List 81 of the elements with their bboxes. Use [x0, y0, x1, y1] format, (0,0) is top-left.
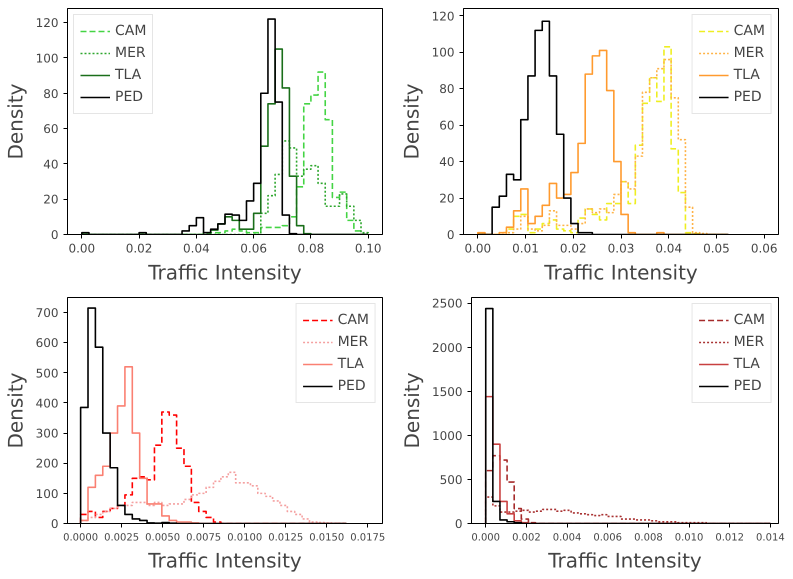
x-tick-label: 0.0050 — [145, 532, 180, 544]
x-tick-label: 0.00 — [464, 242, 492, 256]
legend-label: TLA — [734, 67, 760, 83]
x-axis-title: Traffic Intensity — [543, 260, 698, 284]
y-tick-label: 2000 — [432, 340, 463, 355]
y-tick-label: 20 — [43, 192, 59, 207]
x-axis-title: Traffic Intensity — [547, 548, 702, 572]
x-tick-label: 0.014 — [756, 532, 785, 544]
x-tick-label: 0.01 — [512, 242, 539, 256]
x-tick-label: 0.0175 — [350, 532, 386, 544]
x-tick-label: 0.00 — [68, 242, 96, 256]
x-tick-label: 0.0125 — [268, 532, 304, 544]
y-tick-label: 120 — [432, 9, 454, 24]
x-tick-label: 0.0100 — [227, 532, 262, 544]
legend-label: PED — [338, 378, 366, 394]
x-tick-label: 0.05 — [703, 242, 730, 256]
y-tick-label: 120 — [36, 16, 58, 30]
x-tick-label: 0.006 — [593, 532, 622, 544]
x-tick-label: 0.012 — [715, 532, 744, 544]
legend-label: CAM — [734, 312, 765, 328]
x-tick-label: 0.03 — [608, 242, 634, 256]
legend-label: MER — [734, 45, 764, 61]
legend-label: PED — [115, 89, 144, 105]
y-tick-label: 80 — [43, 86, 59, 101]
y-tick-label: 1500 — [432, 384, 463, 399]
x-tick-label: 0.010 — [674, 532, 704, 544]
y-tick-label: 40 — [43, 157, 59, 172]
y-tick-label: 0 — [50, 228, 59, 242]
x-tick-label: 0.04 — [655, 242, 682, 256]
legend-label: MER — [115, 45, 146, 61]
y-axis-title: Density — [400, 372, 424, 449]
y-tick-label: 20 — [439, 192, 455, 206]
y-tick-label: 500 — [440, 472, 462, 487]
x-tick-label: 0.08 — [298, 242, 324, 256]
x-tick-label: 0.0000 — [63, 532, 98, 544]
y-tick-label: 700 — [36, 306, 58, 320]
y-tick-label: 80 — [439, 82, 455, 96]
y-tick-label: 100 — [36, 486, 58, 501]
y-tick-label: 40 — [439, 155, 455, 170]
y-tick-label: 2500 — [432, 296, 463, 311]
legend-label: TLA — [734, 356, 760, 372]
y-tick-label: 600 — [36, 336, 58, 350]
y-tick-label: 100 — [36, 51, 58, 66]
x-axis-title: Traffic Intensity — [147, 260, 302, 284]
y-tick-label: 300 — [36, 426, 58, 441]
legend-label: CAM — [338, 312, 369, 328]
y-tick-label: 200 — [36, 456, 58, 471]
x-tick-label: 0.008 — [634, 532, 663, 544]
y-tick-label: 0 — [50, 517, 59, 531]
legend-label: PED — [734, 378, 762, 394]
legend-label: MER — [734, 334, 764, 350]
x-tick-label: 0.02 — [126, 242, 152, 256]
legend-label: MER — [338, 334, 368, 350]
y-axis-title: Density — [400, 83, 424, 160]
y-tick-label: 100 — [432, 46, 454, 60]
x-tick-label: 0.06 — [240, 242, 267, 256]
x-axis-title: Traffic Intensity — [147, 548, 302, 572]
y-axis-title: Density — [4, 372, 28, 449]
x-tick-label: 0.004 — [552, 532, 582, 544]
x-tick-label: 0.0150 — [309, 532, 344, 544]
legend-label: TLA — [338, 356, 364, 372]
y-tick-label: 500 — [36, 366, 58, 380]
legend-label: CAM — [734, 23, 765, 39]
legend-label: TLA — [115, 67, 142, 83]
x-tick-label: 0.02 — [560, 242, 587, 256]
y-tick-label: 0 — [454, 517, 463, 531]
y-tick-label: 60 — [43, 122, 59, 136]
y-tick-label: 1000 — [432, 428, 463, 443]
x-tick-label: 0.04 — [183, 242, 210, 256]
x-tick-label: 0.10 — [354, 242, 382, 256]
x-tick-label: 0.0025 — [104, 532, 140, 544]
x-tick-label: 0.0075 — [186, 532, 222, 544]
x-tick-label: 0.002 — [512, 532, 541, 544]
y-tick-label: 400 — [36, 396, 58, 410]
y-axis-title: Density — [4, 83, 28, 160]
x-tick-label: 0.06 — [750, 242, 778, 256]
y-tick-label: 0 — [446, 228, 455, 242]
legend-label: CAM — [115, 23, 146, 39]
x-tick-label: 0.000 — [471, 532, 500, 544]
y-tick-label: 60 — [439, 118, 455, 133]
legend-label: PED — [734, 89, 762, 105]
